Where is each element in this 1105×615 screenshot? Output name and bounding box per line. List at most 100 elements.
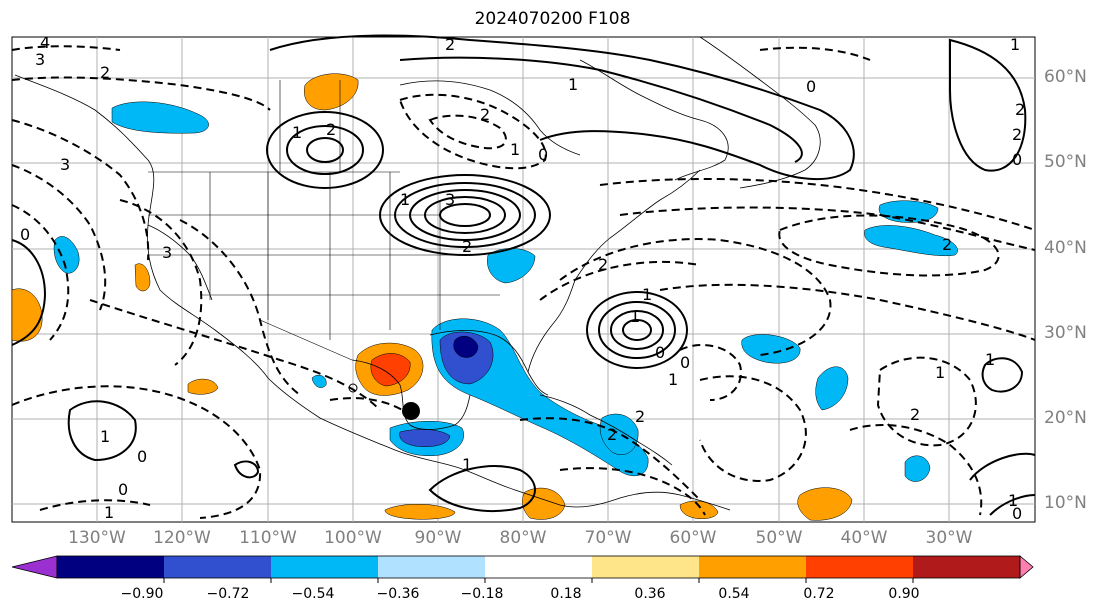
colorbar-segment bbox=[913, 556, 1020, 578]
hudson-bay bbox=[399, 80, 581, 156]
anomaly-orange-canada bbox=[304, 73, 359, 111]
contour-label: 1 bbox=[400, 190, 410, 209]
graticule bbox=[12, 37, 1035, 522]
coastlines bbox=[14, 36, 821, 511]
anomaly-blue-tropical-east bbox=[904, 455, 931, 482]
colorbar-tick-label: −0.90 bbox=[120, 586, 164, 602]
contour-pacific-high bbox=[67, 400, 137, 462]
contour-label: 3 bbox=[60, 155, 70, 174]
colorbar-tick-label: −0.54 bbox=[291, 586, 335, 602]
colorbar-tick-label: −0.36 bbox=[376, 586, 420, 602]
contour-label: 1 bbox=[642, 285, 652, 304]
colorbar-segment bbox=[699, 556, 806, 578]
contour-neg-south-east bbox=[849, 424, 983, 516]
contour-label: 3 bbox=[445, 190, 455, 209]
lat-label: 10°N bbox=[1044, 493, 1087, 513]
gulf-coast-us bbox=[429, 330, 549, 396]
colorbar-extend-high bbox=[1019, 555, 1034, 579]
contour-label: 0 bbox=[1012, 150, 1022, 169]
lon-label: 50°W bbox=[755, 528, 803, 548]
contour-canada-high-2 bbox=[286, 125, 364, 175]
contour-neg-top-left bbox=[11, 45, 121, 51]
contour-label: 1 bbox=[1010, 35, 1020, 54]
lat-label: 50°N bbox=[1044, 152, 1087, 172]
contour-label: 1 bbox=[568, 75, 578, 94]
anomaly-orange-pacific-south-2 bbox=[384, 503, 456, 520]
greenland-west bbox=[699, 36, 821, 189]
lon-label: 80°W bbox=[499, 528, 547, 548]
negative-contours bbox=[11, 45, 1036, 519]
contour-label: 0 bbox=[118, 480, 128, 499]
east-coast-us bbox=[527, 169, 701, 373]
anomaly-blue-canada-west bbox=[111, 101, 209, 134]
contour-label: 1 bbox=[1008, 491, 1018, 510]
colorbar-tick-label: −0.18 bbox=[460, 586, 504, 602]
colorbar-tick-label: 0.54 bbox=[718, 586, 750, 602]
filled-anomalies bbox=[11, 73, 958, 521]
contour-neg-south-america bbox=[559, 467, 706, 516]
contour-label: 1 bbox=[668, 370, 678, 389]
colorbar-segment bbox=[57, 556, 164, 578]
map-title: 2024070200 F108 bbox=[474, 9, 631, 29]
anomaly-red-texas bbox=[370, 353, 411, 387]
contour-east-high bbox=[949, 38, 1027, 172]
contour-label: 2 bbox=[607, 425, 617, 444]
contour-label-group: 4 3 2 2 1 2 2 1 0 1 2 1 0 1 2 2 3 3 2 0 … bbox=[20, 33, 1025, 523]
contour-neg-mexico-2 bbox=[329, 397, 411, 416]
lat-label: 30°N bbox=[1044, 323, 1087, 343]
contour-north-ridge-1 bbox=[269, 34, 855, 181]
anomaly-blue-caribbean bbox=[599, 413, 639, 455]
anomaly-blue-atlantic-2 bbox=[815, 366, 849, 411]
contour-label: 0 bbox=[538, 145, 548, 164]
anomaly-orange-tropical-atlantic bbox=[797, 487, 853, 521]
contour-southeast-2 bbox=[989, 494, 1036, 516]
anomaly-blue-central-atlantic bbox=[741, 334, 801, 364]
contour-label: 2 bbox=[1012, 125, 1022, 144]
contour-neg-tropical-1 bbox=[699, 375, 807, 482]
contour-neg-southwest-1 bbox=[119, 199, 203, 366]
colorbar-segment bbox=[485, 556, 592, 578]
contour-label: 2 bbox=[480, 105, 490, 124]
contour-neg-hudson-inner bbox=[428, 114, 507, 150]
contour-label: 2 bbox=[942, 235, 952, 254]
anomaly-orange-pacific-south bbox=[187, 378, 219, 395]
contour-label: 3 bbox=[162, 243, 172, 262]
anomaly-orange-south-america bbox=[679, 500, 719, 519]
contour-neg-west-1 bbox=[11, 119, 150, 261]
contour-great-lakes-3 bbox=[409, 189, 521, 241]
colorbar-extend-low bbox=[11, 555, 58, 579]
lat-label: 40°N bbox=[1044, 238, 1087, 258]
contour-label: 0 bbox=[655, 343, 665, 362]
contour-neg-pacific-south bbox=[11, 385, 262, 519]
contour-atlantic-high-4 bbox=[622, 319, 652, 341]
contour-label: 3 bbox=[35, 50, 45, 69]
contour-west-edge bbox=[11, 239, 47, 346]
contour-label: 2 bbox=[445, 35, 455, 54]
anomaly-darkblue-gulf bbox=[439, 331, 494, 385]
contour-neg-atlantic-2 bbox=[539, 260, 701, 301]
contour-label: 1 bbox=[630, 307, 640, 326]
colorbar-tick-label: −0.72 bbox=[206, 586, 250, 602]
anomaly-orange-baja bbox=[134, 263, 151, 292]
contour-neg-tropical-3 bbox=[679, 344, 742, 401]
us-mexico-border bbox=[259, 319, 353, 361]
anomaly-navy-gulf bbox=[453, 335, 479, 358]
colorbar-tick-label: 0.90 bbox=[888, 586, 920, 602]
colorbar-tick-label: 0.18 bbox=[550, 586, 582, 602]
contour-neg-hudson bbox=[398, 93, 547, 170]
colorbar-segment bbox=[164, 556, 271, 578]
lon-label: 40°W bbox=[840, 528, 888, 548]
lon-label: 130°W bbox=[68, 528, 126, 548]
contour-neg-mid-atlantic bbox=[659, 283, 1036, 341]
contour-neg-mexico bbox=[89, 299, 381, 411]
lon-label: 70°W bbox=[584, 528, 632, 548]
contour-neg-east-atlantic-low bbox=[778, 214, 1000, 277]
contour-label: 2 bbox=[910, 405, 920, 424]
contour-pacific-small bbox=[233, 460, 260, 479]
contour-label: 1 bbox=[462, 455, 472, 474]
contour-great-lakes-4 bbox=[424, 196, 506, 234]
colorbar-segment bbox=[271, 556, 378, 578]
lon-label: 60°W bbox=[669, 528, 717, 548]
caribbean-arc bbox=[539, 394, 673, 466]
